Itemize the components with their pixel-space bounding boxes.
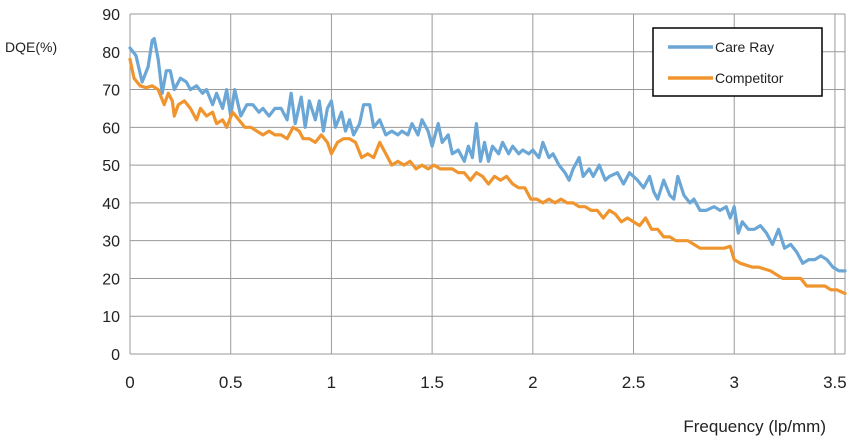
x-tick-label: 3.5 — [823, 373, 847, 392]
x-tick-label: 1 — [327, 373, 336, 392]
legend-box — [652, 27, 823, 97]
legend-label-competitor: Competitor — [715, 70, 784, 86]
x-tick-label: 3 — [729, 373, 738, 392]
x-tick-label: 0 — [125, 373, 134, 392]
legend-label-care-ray: Care Ray — [715, 39, 774, 55]
y-tick-label: 80 — [102, 45, 120, 62]
series-layer — [128, 37, 847, 296]
y-tick-label: 50 — [102, 158, 120, 175]
y-tick-label: 90 — [102, 7, 120, 24]
y-tick-label: 20 — [102, 271, 120, 288]
x-tick-label: 0.5 — [219, 373, 243, 392]
x-tick-label: 1.5 — [420, 373, 444, 392]
series-line-care-ray — [128, 37, 847, 273]
series-line-competitor — [128, 57, 847, 296]
x-tick-label: 2 — [528, 373, 537, 392]
x-tick-label: 2.5 — [622, 373, 646, 392]
grid — [129, 13, 846, 355]
y-tick-label: 60 — [102, 120, 120, 137]
x-axis-label: Frequency (lp/mm) — [683, 417, 826, 436]
y-tick-label: 70 — [102, 83, 120, 100]
legend: Care Ray Competitor — [652, 27, 823, 97]
y-tick-label: 10 — [102, 309, 120, 326]
y-tick-label: 40 — [102, 196, 120, 213]
tick-labels: 0 10 20 30 40 50 60 70 80 90 0 0.5 1 1.5 2 2.5 3 3.5 — [102, 7, 847, 392]
y-tick-label: 30 — [102, 234, 120, 251]
y-tick-label: 0 — [111, 347, 120, 364]
y-axis-label: DQE(%) — [5, 39, 57, 55]
